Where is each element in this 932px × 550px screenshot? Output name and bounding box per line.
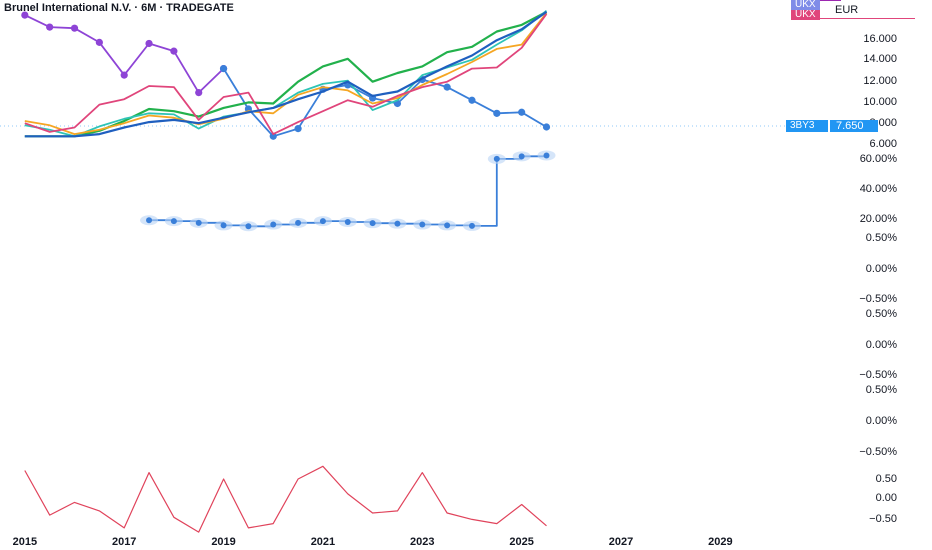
x-tick-label: 2027 — [609, 536, 633, 548]
x-tick-label: 2015 — [13, 536, 37, 548]
symbol-legend: UKX UKX EUR — [785, 0, 915, 20]
data-point — [195, 219, 202, 226]
x-tick-label: 2029 — [708, 536, 732, 548]
series-line-pink — [24, 13, 548, 135]
y-tick-label: 0.50% — [866, 308, 897, 320]
y-tick-label: 0.50 — [876, 473, 897, 485]
x-tick-label: 2019 — [211, 536, 235, 548]
data-point — [369, 220, 376, 227]
y-tick-label: 60.00% — [860, 153, 898, 165]
data-point — [443, 83, 451, 91]
data-point — [270, 221, 277, 228]
y-tick-label: 6.000 — [869, 138, 897, 150]
series-line-teal — [24, 9, 548, 138]
x-tick-label: 2017 — [112, 536, 136, 548]
y-tick-label: −0.50% — [859, 446, 897, 458]
data-point — [419, 221, 426, 228]
data-point — [468, 96, 476, 104]
chart-title: Brunel International N.V. · 6M · TRADEGA… — [4, 2, 234, 14]
data-point — [245, 223, 252, 230]
y-tick-label: 0.00 — [876, 492, 897, 504]
y-tick-label: 0.00% — [866, 263, 897, 275]
y-tick-label: −0.50% — [859, 369, 897, 381]
data-point — [219, 64, 228, 73]
data-point — [518, 153, 525, 160]
price-badge-ticker: 3BY3 — [786, 120, 828, 132]
data-point — [444, 222, 451, 229]
y-tick-label: 14.000 — [863, 53, 897, 65]
y-tick-label: −0.50 — [869, 513, 897, 525]
symbol-tag-ukx-2[interactable]: UKX — [791, 10, 820, 20]
data-point — [220, 222, 227, 229]
y-tick-label: 10.000 — [863, 96, 897, 108]
data-point — [170, 218, 177, 225]
y-tick-label: 0.50% — [866, 384, 897, 396]
data-point — [95, 38, 103, 46]
data-point — [295, 219, 302, 226]
data-point — [21, 11, 29, 19]
symbol-tag-ukx-1[interactable]: UKX — [791, 0, 820, 10]
y-tick-label: 0.00% — [866, 415, 897, 427]
data-point — [319, 218, 326, 225]
y-tick-label: 12.000 — [863, 75, 897, 87]
data-point — [120, 71, 128, 79]
y-tick-label: 0.50% — [866, 232, 897, 244]
data-point — [493, 109, 501, 117]
data-point — [543, 152, 550, 159]
x-tick-label: 2025 — [509, 536, 533, 548]
data-point — [542, 123, 551, 131]
symbol-underline — [791, 18, 915, 19]
y-tick-label: −0.50% — [859, 293, 897, 305]
data-point — [269, 132, 277, 140]
x-tick-label: 2023 — [410, 536, 434, 548]
series-line-purple — [24, 14, 225, 94]
data-point — [195, 89, 203, 97]
data-point — [70, 24, 79, 32]
series-line-orange — [24, 12, 548, 135]
data-point — [344, 218, 351, 225]
currency-label: EUR — [835, 4, 859, 16]
y-tick-label: 20.00% — [860, 213, 898, 225]
series-line-dark_blue — [24, 10, 548, 138]
price-badge: 3BY3 7.650 — [786, 120, 878, 132]
data-point — [145, 39, 153, 48]
data-point — [468, 222, 475, 229]
data-point — [146, 217, 153, 224]
y-tick-label: 0.00% — [866, 339, 897, 351]
data-point — [46, 23, 54, 31]
series-line-red — [24, 465, 547, 533]
y-tick-label: 40.00% — [860, 183, 898, 195]
data-point — [518, 108, 526, 116]
series-line-green — [24, 10, 548, 138]
x-tick-label: 2021 — [311, 536, 335, 548]
data-point — [493, 155, 500, 162]
series-line-blue — [149, 155, 548, 228]
data-point — [394, 220, 401, 227]
price-badge-value: 7.650 — [830, 120, 878, 132]
data-point — [294, 125, 302, 133]
data-point — [170, 47, 178, 55]
y-tick-label: 16.000 — [863, 33, 897, 45]
